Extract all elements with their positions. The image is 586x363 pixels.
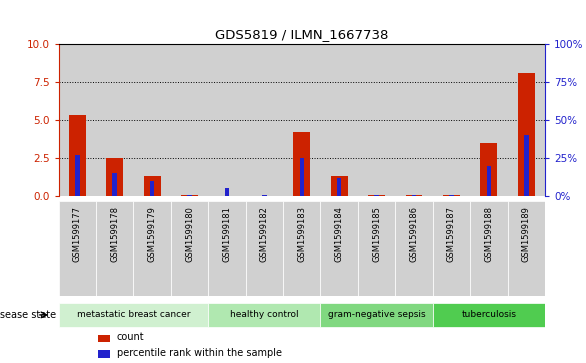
Bar (134, 44, 171, 196)
Bar (470, 44, 507, 196)
Bar (283, 201, 321, 296)
Text: GSM1599179: GSM1599179 (148, 206, 156, 262)
Bar (358, 44, 396, 196)
Bar (331, 176, 347, 196)
Bar (106, 158, 123, 196)
Text: metastatic breast cancer: metastatic breast cancer (77, 310, 190, 319)
Bar (171, 201, 208, 296)
Bar (69, 115, 86, 196)
Bar (224, 188, 229, 196)
Bar (150, 181, 154, 196)
Text: GSM1599177: GSM1599177 (73, 206, 82, 262)
Text: GSM1599184: GSM1599184 (335, 206, 344, 262)
Bar (294, 132, 310, 196)
Bar (262, 195, 267, 196)
Bar (59, 44, 96, 196)
Text: GSM1599181: GSM1599181 (223, 206, 231, 262)
Bar (96, 44, 134, 196)
Bar (524, 135, 529, 196)
Bar (481, 143, 498, 196)
Bar (470, 201, 507, 296)
Bar (97, 335, 110, 342)
Text: tuberculosis: tuberculosis (461, 310, 516, 319)
Text: GSM1599187: GSM1599187 (447, 206, 456, 262)
Bar (374, 195, 379, 196)
Bar (113, 173, 117, 196)
Bar (246, 201, 283, 296)
Bar (449, 195, 454, 196)
Bar (321, 201, 358, 296)
Bar (486, 166, 491, 196)
Bar (443, 195, 460, 196)
Bar (181, 195, 198, 196)
Bar (406, 195, 423, 196)
Bar (337, 178, 342, 196)
Bar (208, 303, 321, 327)
Bar (283, 44, 321, 196)
Text: GSM1599186: GSM1599186 (410, 206, 418, 262)
Bar (412, 195, 416, 196)
Bar (299, 158, 304, 196)
Bar (507, 44, 545, 196)
Bar (507, 201, 545, 296)
Bar (358, 201, 396, 296)
Bar (134, 201, 171, 296)
Bar (396, 44, 432, 196)
Text: gram-negative sepsis: gram-negative sepsis (328, 310, 425, 319)
Bar (59, 201, 96, 296)
Text: count: count (117, 332, 145, 342)
Bar (518, 73, 534, 196)
Bar (188, 195, 192, 196)
Text: percentile rank within the sample: percentile rank within the sample (117, 348, 282, 358)
Bar (96, 201, 134, 296)
Bar (246, 44, 283, 196)
Title: GDS5819 / ILMN_1667738: GDS5819 / ILMN_1667738 (215, 28, 389, 41)
Bar (171, 44, 208, 196)
Text: GSM1599180: GSM1599180 (185, 206, 194, 262)
Bar (75, 155, 80, 196)
Bar (97, 350, 110, 358)
Bar (321, 303, 432, 327)
Bar (368, 195, 385, 196)
Text: GSM1599178: GSM1599178 (110, 206, 119, 262)
Text: disease state: disease state (0, 310, 56, 320)
Text: GSM1599185: GSM1599185 (372, 206, 381, 262)
Bar (432, 303, 545, 327)
Bar (144, 176, 161, 196)
Text: GSM1599188: GSM1599188 (485, 206, 493, 262)
Text: healthy control: healthy control (230, 310, 299, 319)
Bar (321, 44, 358, 196)
Text: GSM1599189: GSM1599189 (522, 206, 531, 262)
Bar (59, 303, 208, 327)
Bar (208, 44, 246, 196)
Bar (432, 201, 470, 296)
Bar (396, 201, 432, 296)
Text: GSM1599182: GSM1599182 (260, 206, 269, 262)
Text: GSM1599183: GSM1599183 (297, 206, 306, 262)
Bar (432, 44, 470, 196)
Bar (208, 201, 246, 296)
